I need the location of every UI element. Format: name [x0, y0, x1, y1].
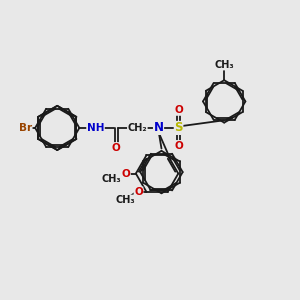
Text: CH₃: CH₃ [101, 174, 121, 184]
Text: O: O [174, 105, 183, 115]
Text: S: S [174, 122, 183, 134]
Text: O: O [122, 169, 130, 178]
Text: CH₃: CH₃ [214, 60, 234, 70]
Text: NH: NH [87, 123, 104, 133]
Text: CH₃: CH₃ [115, 195, 135, 205]
Text: O: O [174, 141, 183, 151]
Text: CH₂: CH₂ [128, 123, 147, 133]
Text: O: O [112, 142, 121, 153]
Text: N: N [154, 122, 164, 134]
Text: O: O [134, 187, 143, 197]
Text: Br: Br [19, 123, 32, 133]
